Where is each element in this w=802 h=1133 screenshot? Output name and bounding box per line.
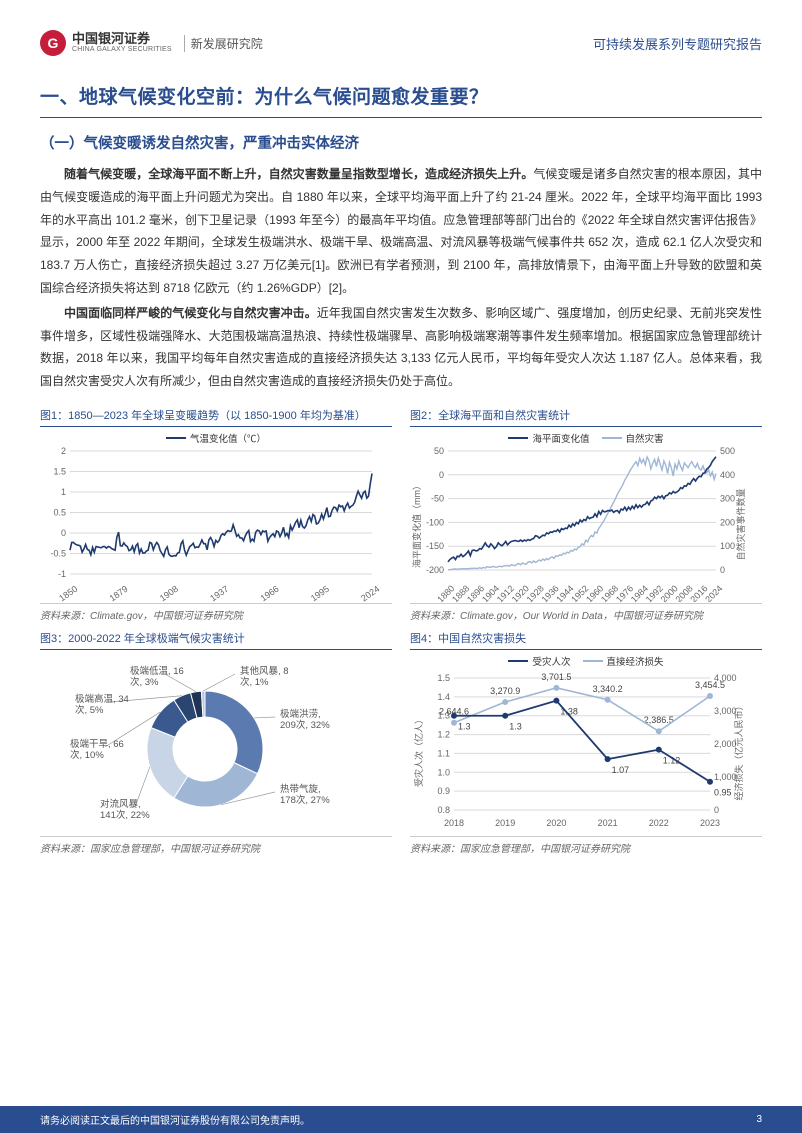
svg-text:0.5: 0.5 [53, 507, 66, 517]
svg-text:2021: 2021 [598, 818, 618, 828]
chart-1-source: 资料来源：Climate.gov，中国银河证券研究院 [40, 603, 392, 622]
svg-text:1.0: 1.0 [437, 767, 450, 777]
svg-text:2023: 2023 [700, 818, 720, 828]
chart-2-legend-2: 自然灾害 [626, 431, 664, 445]
svg-text:300: 300 [720, 494, 735, 504]
svg-text:海平面变化值（mm）: 海平面变化值（mm） [411, 481, 422, 568]
chart-4-title: 图4：中国自然灾害损失 [410, 630, 762, 650]
svg-text:200: 200 [720, 517, 735, 527]
svg-text:1850: 1850 [57, 584, 79, 602]
svg-text:2: 2 [61, 447, 66, 456]
svg-text:0: 0 [61, 528, 66, 538]
page-header: G 中国银河证券 CHINA GALAXY SECURITIES 新发展研究院 … [40, 30, 762, 56]
svg-text:1.5: 1.5 [437, 673, 450, 683]
svg-text:-100: -100 [426, 517, 444, 527]
svg-text:1879: 1879 [108, 584, 130, 602]
chart-4-source: 资料来源：国家应急管理部，中国银河证券研究院 [410, 836, 762, 855]
svg-text:1908: 1908 [158, 584, 180, 602]
svg-text:0.8: 0.8 [437, 805, 450, 815]
svg-text:0.95: 0.95 [714, 788, 732, 798]
svg-text:-50: -50 [431, 494, 444, 504]
svg-text:1: 1 [61, 487, 66, 497]
svg-text:3,454.5: 3,454.5 [695, 680, 725, 690]
svg-text:0: 0 [720, 565, 725, 575]
chart-4: 图4：中国自然灾害损失 受灾人次 直接经济损失 0.8 0.9 1.0 1.1 1.2 1… [410, 630, 762, 855]
svg-text:2018: 2018 [444, 818, 464, 828]
footer-page-number: 3 [756, 1114, 762, 1125]
chart-4-svg: 0.80.91.01.11.21.31.41.501,0002,0003,000… [410, 670, 750, 832]
svg-text:自然灾害事件数量: 自然灾害事件数量 [735, 488, 746, 560]
report-type: 可持续发展系列专题研究报告 [593, 34, 762, 53]
svg-text:2022: 2022 [649, 818, 669, 828]
chart-3-title: 图3：2000-2022 年全球极端气候灾害统计 [40, 630, 392, 650]
body-text: 随着气候变暖，全球海平面不断上升，自然灾害数量呈指数型增长，造成经济损失上升。气… [40, 163, 762, 393]
svg-text:0: 0 [714, 805, 719, 815]
svg-text:1.07: 1.07 [612, 765, 630, 775]
svg-text:2024: 2024 [359, 584, 380, 602]
svg-text:0.9: 0.9 [437, 786, 450, 796]
svg-text:1.2: 1.2 [437, 730, 450, 740]
chart-4-legend-1: 受灾人次 [532, 654, 570, 668]
chart-2-legend-1: 海平面变化值 [532, 431, 589, 445]
chart-2: 图2：全球海平面和自然灾害统计 海平面变化值 自然灾害 -200 -150 -100… [410, 407, 762, 622]
svg-text:1.5: 1.5 [53, 466, 66, 476]
chart-1: 图1：1850—2023 年全球呈变暖趋势（以 1850-1900 年均为基准）… [40, 407, 392, 622]
svg-text:-200: -200 [426, 565, 444, 575]
logo-icon: G [40, 30, 66, 56]
chart-4-legend-2: 直接经济损失 [607, 654, 664, 668]
logo-cn: 中国银河证券 [72, 32, 172, 46]
svg-text:-0.5: -0.5 [50, 548, 66, 558]
chart-2-svg: -200-150-100-500500100200300400500188018… [410, 447, 750, 602]
logo-sub: 新发展研究院 [184, 35, 263, 52]
svg-text:1995: 1995 [309, 584, 331, 602]
logo-en: CHINA GALAXY SECURITIES [72, 46, 172, 54]
svg-text:1966: 1966 [259, 584, 281, 602]
svg-text:100: 100 [720, 541, 735, 551]
svg-text:1.4: 1.4 [437, 692, 450, 702]
svg-text:1.3: 1.3 [509, 722, 522, 732]
svg-text:受灾人次（亿人）: 受灾人次（亿人） [413, 715, 424, 787]
svg-text:50: 50 [434, 447, 444, 456]
chart-1-legend: 气温变化值（℃） [190, 431, 266, 445]
chart-3: 图3：2000-2022 年全球极端气候灾害统计 极端洪涝,209次, 32%热… [40, 630, 392, 855]
svg-text:400: 400 [720, 470, 735, 480]
chart-1-title: 图1：1850—2023 年全球呈变暖趋势（以 1850-1900 年均为基准） [40, 407, 392, 427]
svg-text:经济损失（亿元人民币）: 经济损失（亿元人民币） [733, 701, 744, 800]
chart-1-svg: -1 -0.5 0 0.5 1 1.5 2 1850 1879 1908 1937 1966 1995 2… [40, 447, 380, 602]
svg-text:2019: 2019 [495, 818, 515, 828]
footer-disclaimer: 请务必阅读正文最后的中国银河证券股份有限公司免责声明。 [40, 1112, 310, 1127]
section-heading-1: 一、地球气候变化空前：为什么气候问题愈发重要？ [40, 76, 762, 118]
svg-text:3,701.5: 3,701.5 [541, 672, 571, 682]
svg-text:1937: 1937 [208, 584, 230, 602]
svg-text:1.1: 1.1 [437, 748, 450, 758]
chart-2-title: 图2：全球海平面和自然灾害统计 [410, 407, 762, 427]
logo-block: G 中国银河证券 CHINA GALAXY SECURITIES 新发展研究院 [40, 30, 263, 56]
svg-text:3,270.9: 3,270.9 [490, 686, 520, 696]
chart-3-source: 资料来源：国家应急管理部，中国银河证券研究院 [40, 836, 392, 855]
svg-text:0: 0 [439, 470, 444, 480]
svg-text:-150: -150 [426, 541, 444, 551]
chart-2-source: 资料来源：Climate.gov，Our World in Data，中国银河证… [410, 603, 762, 622]
svg-text:-1: -1 [58, 569, 66, 579]
svg-text:1.3: 1.3 [458, 722, 471, 732]
page-footer: 请务必阅读正文最后的中国银河证券股份有限公司免责声明。 3 [0, 1106, 802, 1133]
svg-text:2020: 2020 [546, 818, 566, 828]
svg-text:500: 500 [720, 447, 735, 456]
section-heading-2: （一）气候变暖诱发自然灾害，严重冲击实体经济 [40, 132, 762, 153]
svg-text:3,340.2: 3,340.2 [593, 684, 623, 694]
